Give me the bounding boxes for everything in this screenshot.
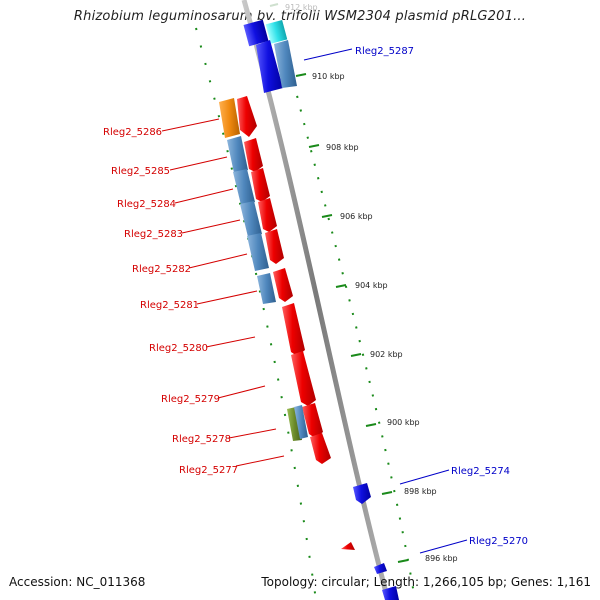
- tick-label-900: 900 kbp: [387, 418, 420, 427]
- reverse-gene-5279: [291, 351, 316, 406]
- tick-label-896: 896 kbp: [425, 554, 458, 563]
- cds-steel-1: [227, 136, 248, 173]
- cds-cyan: [265, 20, 288, 44]
- tick-mark-912: [269, 3, 279, 7]
- reverse-gene-5277: [310, 433, 331, 464]
- tick-mark-896: [397, 559, 409, 563]
- topology-summary: Topology: circular; Length: 1,266,105 bp…: [261, 575, 591, 589]
- reverse-gene-5283: [258, 198, 277, 232]
- leader-line-5277: [235, 455, 285, 467]
- reverse-strand-genes: [237, 96, 355, 550]
- leader-line-5274: [399, 469, 450, 485]
- reverse-gene-5285: [244, 138, 263, 172]
- reverse-gene-5281: [273, 268, 293, 302]
- label-rleg2-5283: Rleg2_5283: [124, 229, 183, 240]
- reverse-gene-5286: [237, 96, 257, 137]
- label-rleg2-5282: Rleg2_5282: [132, 264, 191, 275]
- cds-steel-4: [247, 233, 269, 271]
- label-rleg2-5277: Rleg2_5277: [179, 465, 238, 476]
- leader-line-5284: [174, 188, 234, 204]
- leader-line-5286: [161, 118, 220, 132]
- cds-blocks: [219, 98, 308, 441]
- tick-mark-898: [381, 491, 393, 495]
- leader-line-5285: [169, 156, 228, 171]
- cds-steel-6: [294, 405, 308, 439]
- label-rleg2-5286: Rleg2_5286: [103, 127, 162, 138]
- leader-line-5282: [188, 253, 248, 269]
- tick-mark-902: [350, 353, 362, 357]
- reverse-gene-5278: [302, 403, 323, 438]
- label-rleg2-5284: Rleg2_5284: [117, 199, 176, 210]
- tick-label-908: 908 kbp: [326, 143, 359, 152]
- tick-mark-900: [365, 423, 377, 427]
- reverse-gene-small: [341, 542, 355, 550]
- coordinate-ticks: 912 kbp 910 kbp 908 kbp 906 kbp 904 kbp …: [269, 3, 458, 563]
- label-rleg2-5279: Rleg2_5279: [161, 394, 220, 405]
- inner-ring-dotted: [195, 27, 317, 600]
- map-title: Rhizobium leguminosarum bv. trifolii WSM…: [73, 9, 527, 24]
- tick-label-906: 906 kbp: [340, 212, 373, 221]
- tick-label-910: 910 kbp: [312, 72, 345, 81]
- forward-strand-genes: [243, 19, 399, 600]
- forward-gene-labels: Rleg2_5287 Rleg2_5274 Rleg2_5270: [303, 46, 528, 554]
- label-rleg2-5280: Rleg2_5280: [149, 343, 208, 354]
- forward-gene-5287: [256, 40, 283, 93]
- forward-gene-5274: [353, 483, 371, 504]
- leader-line-5281: [196, 290, 258, 305]
- reverse-gene-5282: [265, 229, 284, 264]
- leader-line-5279: [217, 385, 266, 399]
- leader-line-5287: [303, 48, 353, 61]
- tick-mark-904: [335, 284, 347, 288]
- label-rleg2-5270: Rleg2_5270: [469, 536, 528, 547]
- tick-label-912: 912 kbp: [285, 3, 318, 12]
- tick-mark-910: [295, 73, 307, 77]
- label-rleg2-5285: Rleg2_5285: [111, 166, 170, 177]
- cds-olive: [287, 407, 302, 441]
- label-rleg2-5281: Rleg2_5281: [140, 300, 199, 311]
- leader-line-5280: [205, 336, 256, 348]
- cds-steel-5: [257, 273, 276, 304]
- outer-ring-dotted: [279, 27, 416, 600]
- label-rleg2-5278: Rleg2_5278: [172, 434, 231, 445]
- forward-gene-bottom: [382, 586, 399, 600]
- label-rleg2-5274: Rleg2_5274: [451, 466, 510, 477]
- forward-gene-5270: [374, 563, 387, 574]
- cds-orange: [219, 98, 240, 138]
- tick-label-898: 898 kbp: [404, 487, 437, 496]
- accession-text: Accession: NC_011368: [9, 575, 146, 589]
- tick-label-902: 902 kbp: [370, 350, 403, 359]
- forward-gene-top: [243, 19, 269, 47]
- reverse-gene-5280: [282, 303, 305, 356]
- reverse-gene-5284: [251, 168, 270, 202]
- reverse-gene-labels: Rleg2_5286 Rleg2_5285 Rleg2_5284 Rleg2_5…: [103, 118, 285, 476]
- tick-mark-906: [321, 214, 333, 218]
- tick-label-904: 904 kbp: [355, 281, 388, 290]
- cds-steel-2: [233, 169, 255, 205]
- label-rleg2-5287: Rleg2_5287: [355, 46, 414, 57]
- tick-mark-908: [308, 144, 320, 148]
- cds-steel-3: [240, 201, 262, 237]
- leader-line-5283: [181, 219, 241, 234]
- leader-line-5278: [228, 428, 277, 439]
- cds-steel-5287: [274, 40, 297, 88]
- leader-line-5270: [419, 539, 468, 554]
